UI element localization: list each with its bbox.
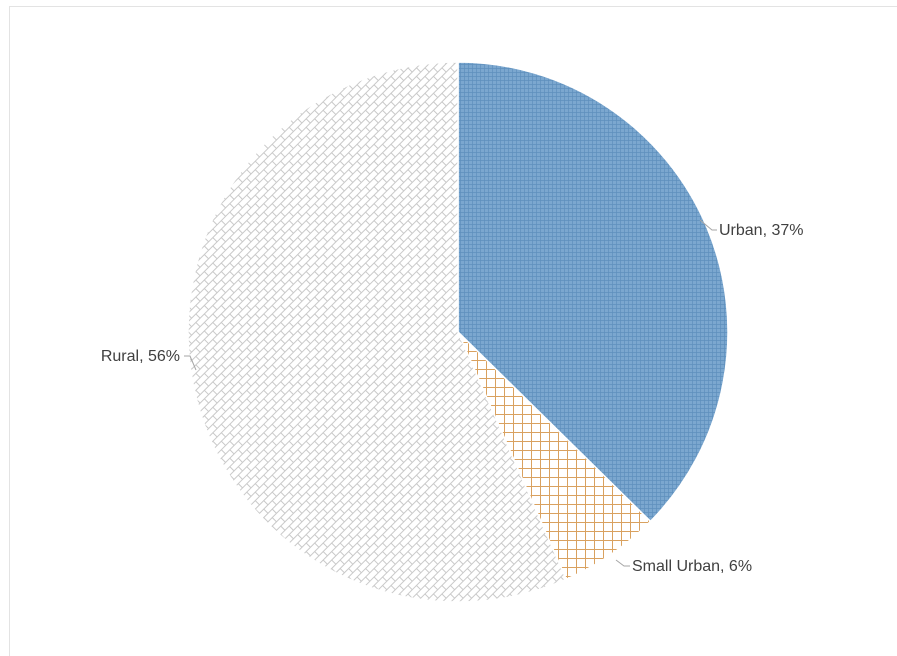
leader-lines bbox=[184, 219, 717, 567]
pie-slice-rural bbox=[187, 61, 568, 603]
leader-line-small-urban bbox=[615, 559, 630, 567]
leader-line-urban bbox=[699, 219, 717, 231]
data-label-small-urban: Small Urban, 6% bbox=[632, 558, 752, 575]
data-label-rural: Rural, 56% bbox=[101, 348, 180, 365]
data-label-urban: Urban, 37% bbox=[719, 222, 804, 239]
pie-slices bbox=[187, 61, 729, 603]
leader-line-rural bbox=[184, 355, 197, 371]
pie-slice-urban bbox=[457, 61, 729, 523]
data-labels: Urban, 37% Small Urban, 6% Rural, 56% bbox=[101, 222, 804, 575]
